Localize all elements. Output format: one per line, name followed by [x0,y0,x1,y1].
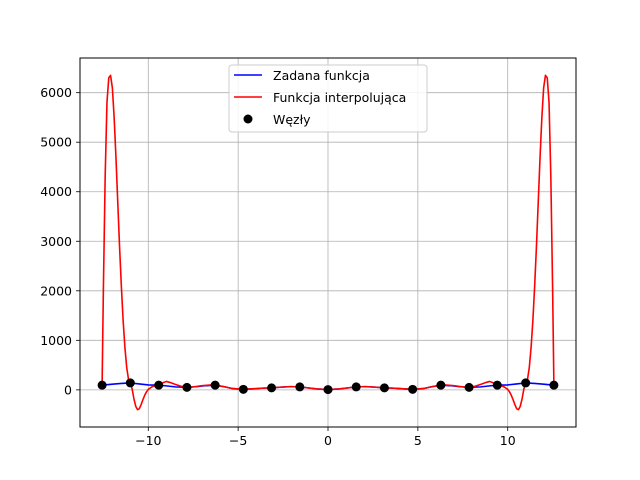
legend: Zadana funkcja Funkcja interpolująca Węz… [228,64,428,133]
legend-label-zadana: Zadana funkcja [273,68,370,83]
node-point [267,383,277,393]
y-tick-label: 2000 [40,283,72,298]
node-point [238,384,248,394]
x-axis-ticks: −10 −5 0 5 10 [135,427,516,448]
y-tick-label: 1000 [40,333,72,348]
legend-box [228,64,428,133]
node-point [323,385,333,395]
x-tick-label: 0 [324,433,332,448]
node-point [125,378,135,388]
x-tick-label: 10 [500,433,516,448]
x-tick-label: −5 [229,433,247,448]
node-point [408,384,418,394]
node-point [351,382,361,392]
node-point [549,380,559,390]
node-point [97,380,107,390]
node-point [464,382,474,392]
y-axis-ticks: 0 1000 2000 3000 4000 5000 6000 [40,85,80,397]
node-point [521,378,531,388]
node-point [210,380,220,390]
x-tick-label: 5 [414,433,422,448]
node-point [154,380,164,390]
node-point [295,382,305,392]
legend-label-wezly: Węzły [273,112,311,127]
node-point [379,383,389,393]
x-tick-label: −10 [135,433,161,448]
legend-label-interpolujaca: Funkcja interpolująca [273,90,406,105]
y-tick-label: 5000 [40,135,72,150]
nodes-layer [97,378,559,395]
y-tick-label: 4000 [40,184,72,199]
node-point [436,380,446,390]
y-tick-label: 0 [64,382,72,397]
node-point [182,382,192,392]
node-point [492,380,502,390]
legend-swatch-wezly [243,114,253,124]
y-tick-label: 6000 [40,85,72,100]
y-tick-label: 3000 [40,234,72,249]
